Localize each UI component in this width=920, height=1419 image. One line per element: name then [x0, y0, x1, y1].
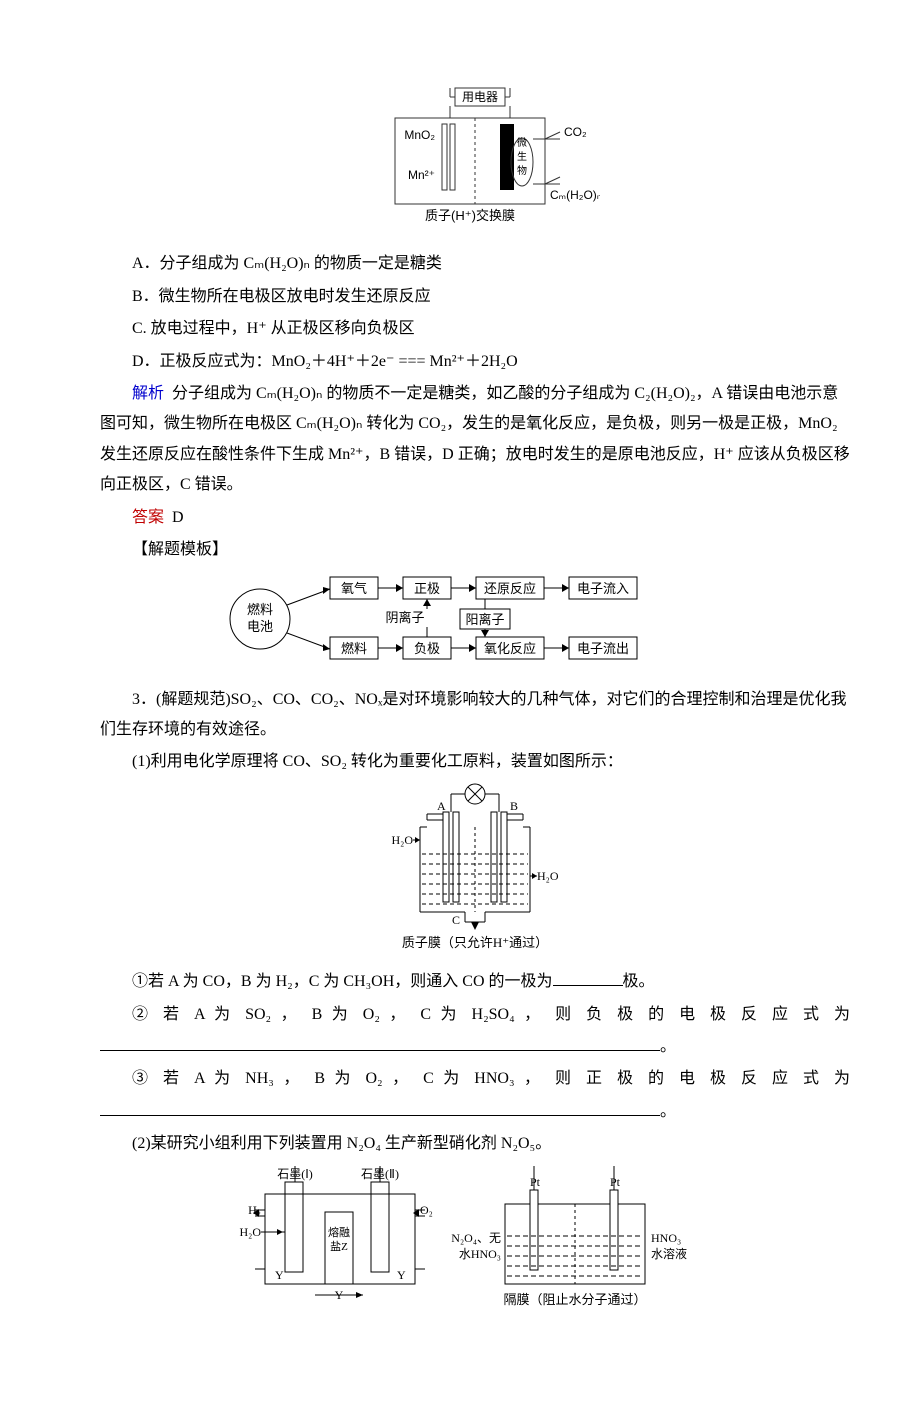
membrane-label: 质子(H⁺)交换膜 [425, 208, 515, 223]
svg-text:燃料: 燃料 [247, 602, 273, 617]
svg-text:熔融: 熔融 [328, 1225, 350, 1239]
answer-value: D [172, 509, 184, 526]
svg-text:H₂O: H₂O [537, 869, 559, 883]
q3-s2: ② 若 A 为 SO₂ ， B 为 O₂ ， C 为 H₂SO₄ ， 则 负 极… [100, 1000, 850, 1030]
q3-p2: (2)某研究小组利用下列装置用 N₂O₄ 生产新型硝化剂 N₂O₅。 [100, 1129, 850, 1159]
svg-text:质子膜（只允许H⁺通过）: 质子膜（只允许H⁺通过） [402, 935, 548, 950]
svg-text:H₂O: H₂O [391, 833, 413, 847]
svg-text:负极: 负极 [414, 641, 440, 656]
svg-text:盐Z: 盐Z [330, 1240, 348, 1253]
blank-long-2[interactable] [100, 1099, 660, 1116]
blank-short[interactable] [553, 969, 623, 986]
svg-text:水溶液: 水溶液 [651, 1246, 687, 1261]
svg-text:阳离子: 阳离子 [465, 612, 504, 627]
svg-text:隔膜（阻止水分子通过）: 隔膜（阻止水分子通过） [503, 1292, 646, 1307]
svg-text:电子流入: 电子流入 [577, 581, 629, 596]
svg-text:H₂O: H₂O [239, 1225, 261, 1239]
option-a: A．分子组成为 Cₘ(H₂O)ₙ 的物质一定是糖类 [100, 249, 850, 279]
answer-label: 答案 [132, 509, 164, 526]
analysis-text: 分子组成为 Cₘ(H₂O)ₙ 的物质不一定是糖类，如乙酸的分子组成为 C₂(H₂… [100, 385, 850, 493]
svg-text:正极: 正极 [414, 581, 440, 596]
fig-battery-cell: 用电器 微 生 物 MnO₂ Mn²⁺ CO₂ Cₘ(H₂O)ₙ 质子(H⁺)交… [100, 84, 850, 245]
svg-text:电池: 电池 [247, 619, 273, 634]
svg-text:氧气: 氧气 [341, 581, 367, 596]
option-c: C. 放电过程中，H⁺ 从正极区移向负极区 [100, 314, 850, 344]
cmh2on-label: Cₘ(H₂O)ₙ [550, 188, 600, 202]
mn2-label: Mn²⁺ [408, 168, 435, 182]
fig-electrochem: A B H₂O H₂O C 质子膜（只允许H⁺通过） [100, 782, 850, 963]
analysis-block: 解析 分子组成为 Cₘ(H₂O)ₙ 的物质不一定是糖类，如乙酸的分子组成为 C₂… [100, 379, 850, 501]
answer-block: 答案 D [100, 503, 850, 533]
q3-s2-blank: 。 [100, 1032, 850, 1062]
svg-text:B: B [510, 799, 518, 813]
svg-text:Y: Y [397, 1268, 406, 1282]
svg-text:水HNO₃: 水HNO₃ [459, 1247, 501, 1261]
option-b: B．微生物所在电极区放电时发生还原反应 [100, 282, 850, 312]
svg-text:C: C [452, 913, 460, 927]
svg-text:A: A [437, 799, 446, 813]
q3-header: 3．(解题规范)SO₂、CO、CO₂、NOₓ是对环境影响较大的几种气体，对它们的… [100, 685, 850, 746]
mno2-label: MnO₂ [404, 128, 435, 142]
q3-s3: ③ 若 A 为 NH₃ ， B 为 O₂ ， C 为 HNO₃ ， 则 正 极 … [100, 1064, 850, 1094]
svg-text:微: 微 [517, 136, 527, 149]
co2-label: CO₂ [564, 125, 587, 139]
option-d: D．正极反应式为：MnO₂＋4H⁺＋2e⁻ === Mn²⁺＋2H₂O [100, 347, 850, 377]
svg-text:氧化反应: 氧化反应 [484, 641, 536, 656]
q3-s1: ①若 A 为 CO，B 为 H₂，C 为 CH₃OH，则通入 CO 的一极为 极。 [100, 967, 850, 997]
svg-text:HNO₃: HNO₃ [651, 1231, 681, 1245]
q3-s1-post: 极。 [623, 973, 655, 990]
svg-text:生: 生 [517, 150, 527, 163]
svg-text:阴离子: 阴离子 [385, 610, 424, 625]
fig-n2o5: 石墨(Ⅰ) 石墨(Ⅱ) 熔融 盐Z H₂ O₂ H₂O Y Y Y Pt Pt [100, 1164, 850, 1335]
svg-text:物: 物 [517, 164, 527, 177]
svg-text:电子流出: 电子流出 [577, 641, 629, 656]
appliance-label: 用电器 [462, 90, 498, 104]
q3-s1-pre: ①若 A 为 CO，B 为 H₂，C 为 CH₃OH，则通入 CO 的一极为 [132, 973, 553, 990]
svg-text:Pt: Pt [530, 1175, 541, 1189]
svg-text:燃料: 燃料 [341, 641, 367, 656]
svg-text:还原反应: 还原反应 [484, 581, 536, 596]
analysis-label: 解析 [132, 385, 164, 402]
q3-s3-blank: 。 [100, 1097, 850, 1127]
svg-text:Pt: Pt [610, 1175, 621, 1189]
fig-flow: 燃料 电池 氧气 正极 还原反应 电子流入 燃料 负极 [100, 569, 850, 680]
svg-text:Y: Y [275, 1268, 284, 1282]
blank-long-1[interactable] [100, 1034, 660, 1051]
q3-p1: (1)利用电化学原理将 CO、SO₂ 转化为重要化工原料，装置如图所示： [100, 747, 850, 777]
svg-text:N₂O₄、无: N₂O₄、无 [451, 1231, 501, 1245]
template-label: 【解题模板】 [100, 535, 850, 565]
